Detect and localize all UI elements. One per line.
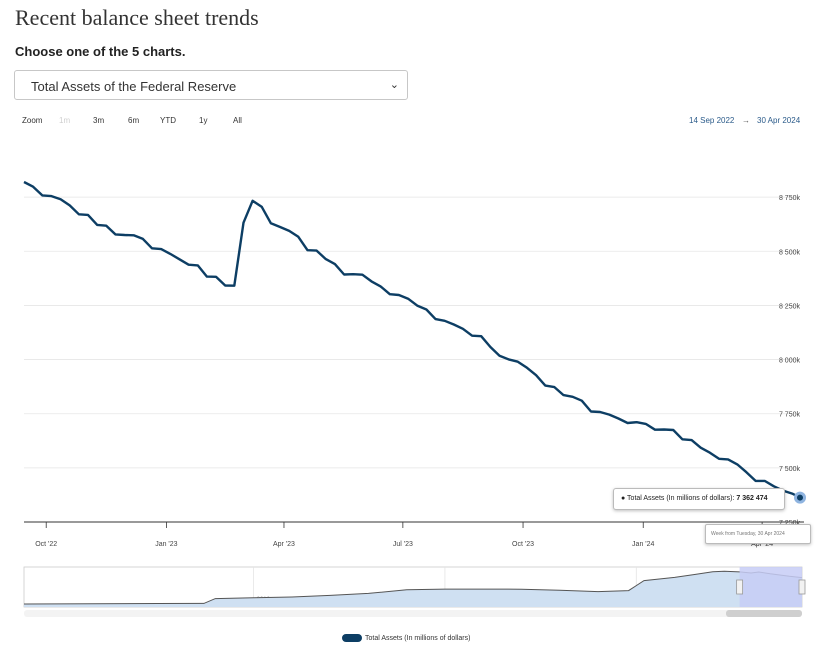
x-tick-label: Jan '24: [632, 541, 654, 548]
grid-lines: [24, 196, 804, 523]
zoom-label: Zoom: [22, 116, 43, 125]
page-title: Recent balance sheet trends: [15, 5, 259, 30]
series-line-total-assets: [23, 180, 801, 499]
navigator-scrollbar-thumb[interactable]: [726, 610, 802, 617]
navigator-chart[interactable]: 201020152020: [0, 562, 828, 622]
x-tick-label: Apr '24: [751, 541, 773, 548]
zoom-1y-button[interactable]: 1y: [199, 116, 208, 125]
navigator-selected-range[interactable]: [739, 567, 802, 607]
navigator-handle-right[interactable]: [798, 579, 806, 595]
y-tick-label: 7 750k: [779, 412, 801, 419]
range-arrow: →: [742, 116, 750, 125]
y-tick-label: 7 250k: [779, 520, 801, 527]
zoom-6m-button[interactable]: 6m: [128, 116, 140, 125]
chart-legend[interactable]: Total Assets (In millions of dollars): [342, 634, 470, 642]
zoom-1m-button[interactable]: 1m: [59, 116, 71, 125]
range-from-input[interactable]: 14 Sep 2022: [689, 116, 735, 125]
week-tooltip: Week from Tuesday, 30 Apr 2024: [705, 524, 811, 544]
x-axis-ticks: Oct '22 Jan '23 Apr '23 Jul '23 Oct '23 Jan '…: [35, 522, 773, 548]
y-tick-label: 8 750k: [779, 195, 801, 202]
zoom-3m-button[interactable]: 3m: [93, 116, 105, 125]
data-tooltip: ● Total Assets (In millions of dollars):…: [613, 488, 785, 510]
navigator-handle-left[interactable]: [736, 579, 744, 595]
tooltip-value: 7 362 474: [736, 495, 768, 502]
main-chart: 7 250k 7 500k 7 750k 8 000k 8 250k 8 500k 8 75…: [23, 180, 806, 548]
range-to-input[interactable]: 30 Apr 2024: [757, 116, 801, 125]
zoom-ytd-button[interactable]: YTD: [160, 116, 176, 125]
x-tick-label: Oct '22: [35, 541, 57, 548]
y-axis-ticks: 7 250k 7 500k 7 750k 8 000k 8 250k 8 500k 8 75…: [779, 195, 801, 527]
tooltip-label: ● Total Assets (In millions of dollars):: [621, 495, 737, 502]
chart-select-value: Total Assets of the Federal Reserve: [31, 79, 237, 94]
chart-chooser-label: Choose one of the 5 charts.: [15, 44, 186, 59]
x-tick-label: Apr '23: [273, 541, 295, 548]
chart-select-dropdown[interactable]: Total Assets of the Federal Reserve ⌄: [14, 70, 408, 100]
x-tick-label: Oct '23: [512, 541, 534, 548]
navigator-scrollbar-track[interactable]: [24, 610, 802, 617]
y-tick-label: 7 500k: [779, 466, 801, 473]
navigator-area: [24, 571, 802, 607]
y-tick-label: 8 500k: [779, 249, 801, 256]
y-tick-label: 8 000k: [779, 358, 801, 365]
legend-swatch: [342, 634, 362, 642]
y-tick-label: 8 250k: [779, 303, 801, 310]
x-tick-label: Jan '23: [155, 541, 177, 548]
x-tick-label: Jul '23: [393, 541, 413, 548]
zoom-all-button[interactable]: All: [233, 116, 242, 125]
hover-point[interactable]: [794, 491, 806, 504]
legend-label: Total Assets (In millions of dollars): [365, 634, 471, 642]
chevron-down-icon: ⌄: [389, 79, 399, 91]
